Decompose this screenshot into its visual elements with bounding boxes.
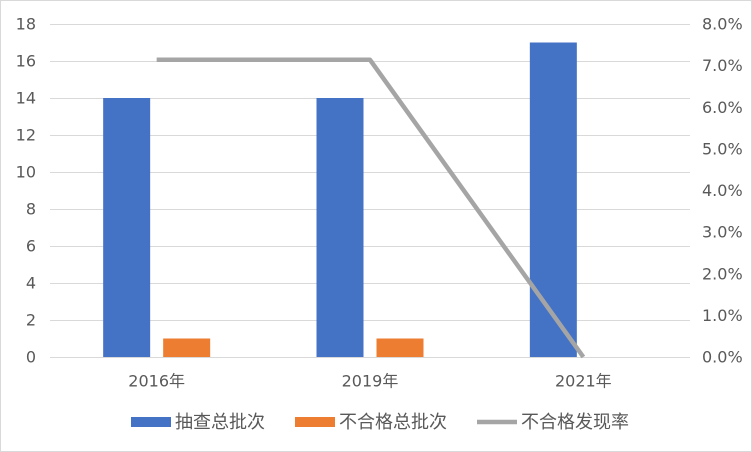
y-axis-right-tick-label: 0.0%	[702, 348, 743, 367]
y-axis-right: 0.0% 1.0% 2.0% 3.0% 4.0% 5.0% 6.0% 7.0% 8.0%	[702, 15, 743, 367]
legend-label: 不合格总批次	[339, 412, 447, 433]
legend-item: 不合格总批次	[295, 412, 447, 433]
y-axis-left-tick-label: 18	[16, 15, 36, 34]
y-axis-right-tick-label: 5.0%	[702, 139, 743, 158]
legend-label: 抽查总批次	[175, 412, 265, 433]
y-axis-left-tick-label: 10	[16, 163, 36, 182]
legend-swatch	[295, 417, 335, 427]
bar-total-nonconforming	[163, 338, 211, 357]
y-axis-right-tick-label: 6.0%	[702, 98, 743, 117]
x-axis-tick-label: 2021年	[555, 372, 612, 391]
legend-item: 不合格发现率	[477, 412, 629, 433]
bars	[103, 42, 577, 357]
y-axis-right-tick-label: 7.0%	[702, 56, 743, 75]
y-axis-left-tick-label: 12	[16, 126, 36, 145]
y-axis-left-tick-label: 14	[16, 89, 36, 108]
legend-swatch	[131, 417, 171, 427]
y-axis-left-tick-label: 4	[26, 274, 36, 293]
y-axis-left-tick-label: 0	[26, 348, 36, 367]
bar-total-inspected	[316, 98, 364, 357]
x-axis-tick-label: 2016年	[128, 372, 185, 391]
y-axis-left-tick-label: 2	[26, 311, 36, 330]
y-axis-right-tick-label: 4.0%	[702, 181, 743, 200]
y-axis-left: 0 2 4 6 8 10 12 14 16 18	[16, 15, 36, 367]
x-axis-tick-label: 2019年	[342, 372, 399, 391]
bar-total-inspected	[529, 42, 577, 357]
y-axis-left-tick-label: 8	[26, 200, 36, 219]
nonconforming-rate-line	[156, 57, 586, 359]
legend-label: 不合格发现率	[521, 412, 629, 433]
y-axis-left-tick-label: 6	[26, 237, 36, 256]
y-axis-right-tick-label: 1.0%	[702, 306, 743, 325]
y-axis-left-tick-label: 16	[16, 52, 36, 71]
legend-item: 抽查总批次	[131, 412, 265, 433]
y-axis-right-tick-label: 2.0%	[702, 264, 743, 283]
bar-total-inspected	[103, 98, 151, 357]
x-axis: 2016年 2019年 2021年	[128, 372, 611, 391]
line-series	[156, 57, 586, 359]
legend: 抽查总批次 不合格总批次 不合格发现率	[131, 412, 629, 433]
bar-total-nonconforming	[376, 338, 424, 357]
y-axis-right-tick-label: 8.0%	[702, 15, 743, 34]
y-axis-right-tick-label: 3.0%	[702, 223, 743, 242]
